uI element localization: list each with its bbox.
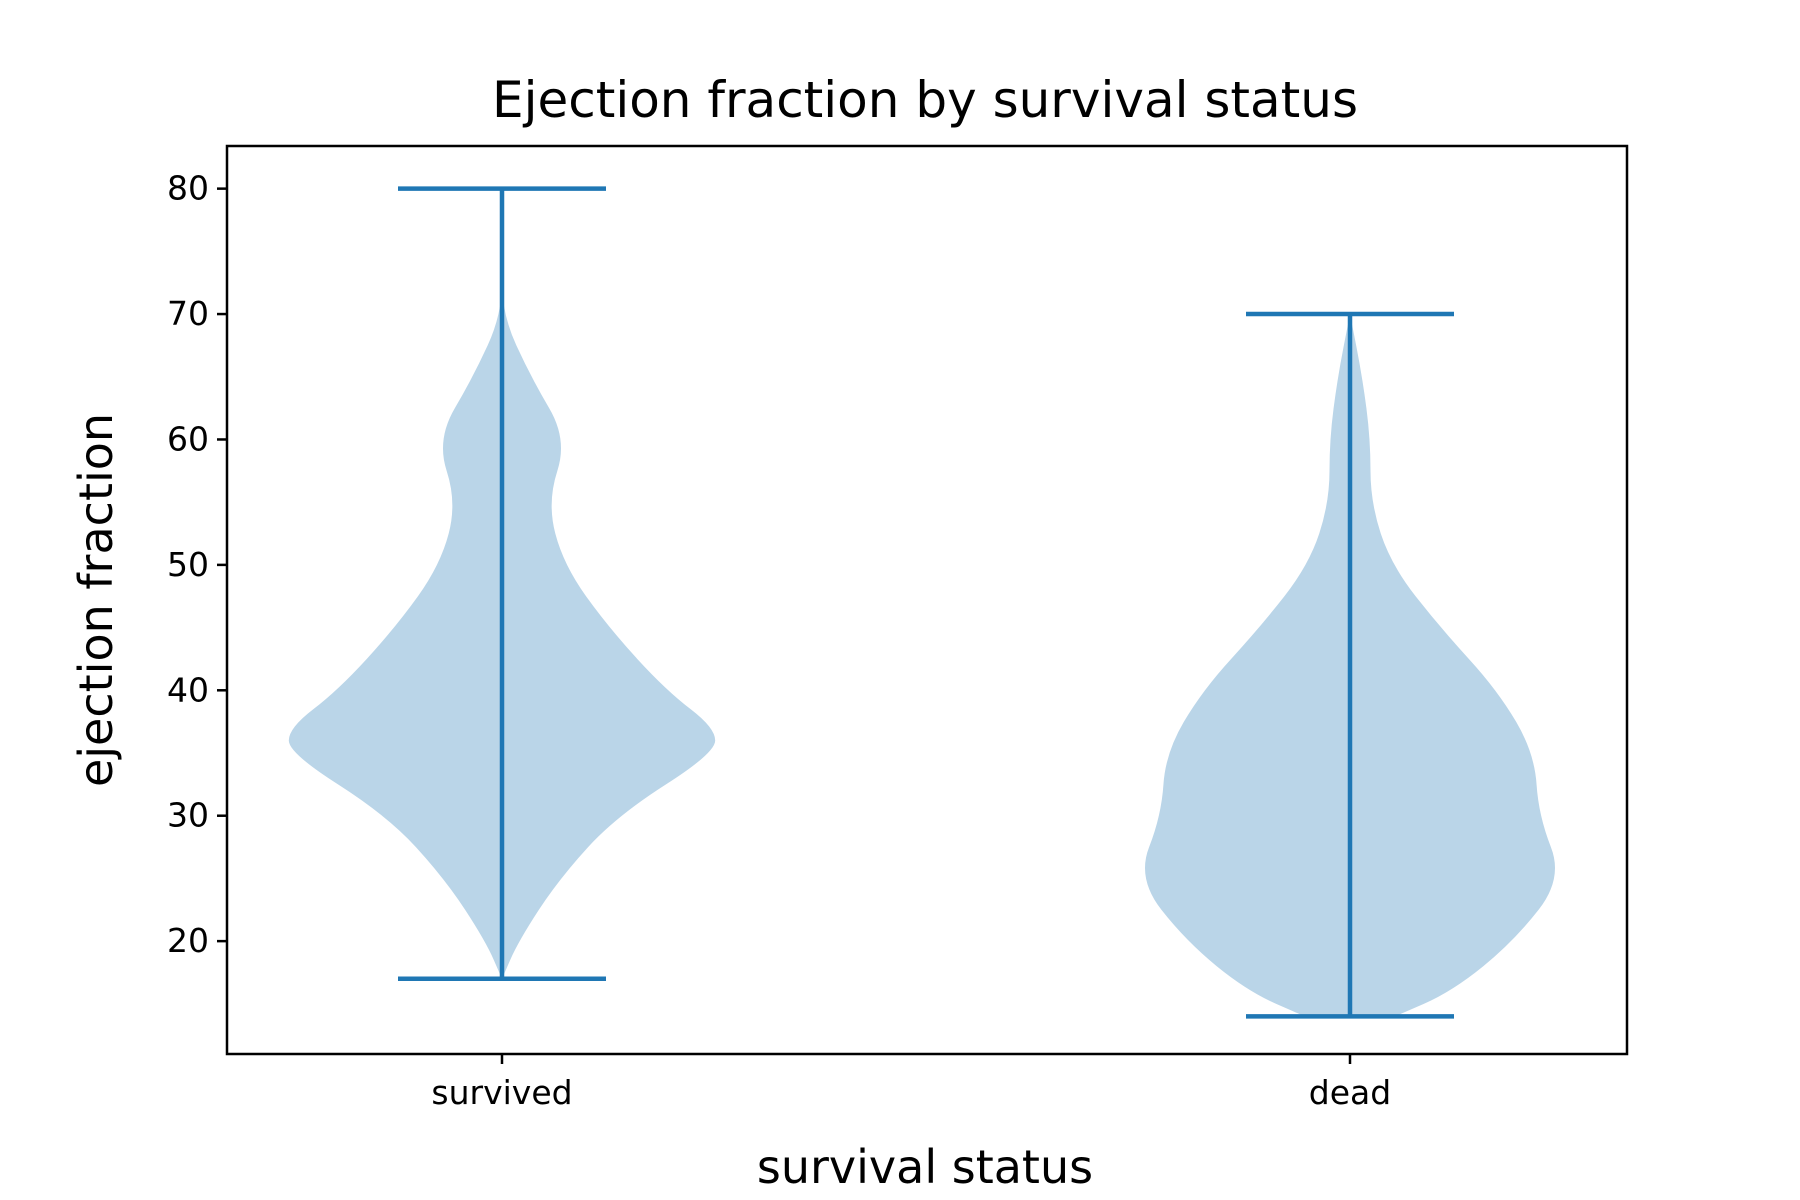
x-axis-label: survival status bbox=[757, 1140, 1093, 1194]
y-tick-label-30: 30 bbox=[167, 796, 209, 835]
plot-area bbox=[288, 186, 1555, 1019]
y-axis-label: ejection fraction bbox=[69, 413, 123, 787]
y-tick-label-60: 60 bbox=[167, 419, 209, 458]
y-axis: 20 30 40 50 60 70 80 bbox=[167, 169, 227, 960]
plot-frame bbox=[225, 144, 1629, 1056]
y-tick-label-40: 40 bbox=[167, 670, 209, 709]
x-tick-label-survived: survived bbox=[431, 1073, 572, 1112]
y-tick-label-80: 80 bbox=[167, 169, 209, 208]
x-axis: survived dead bbox=[431, 1054, 1391, 1112]
y-tick-label-50: 50 bbox=[167, 545, 209, 584]
x-tick-label-dead: dead bbox=[1309, 1073, 1391, 1112]
y-tick-label-70: 70 bbox=[167, 294, 209, 333]
y-tick-label-20: 20 bbox=[167, 921, 209, 960]
chart-title: Ejection fraction by survival status bbox=[492, 71, 1358, 129]
